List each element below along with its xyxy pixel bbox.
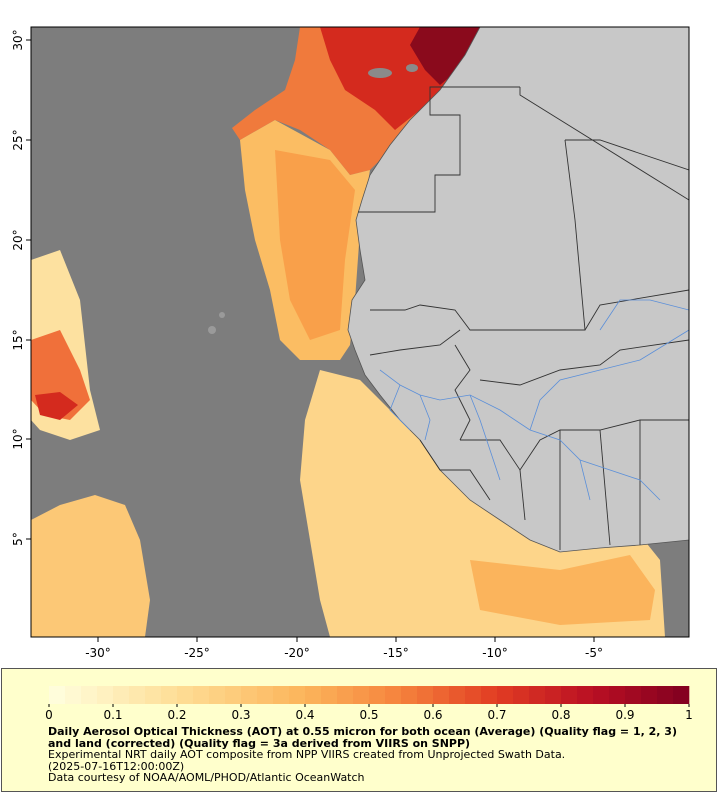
colorbar-cell [177, 686, 194, 704]
rivers [379, 299, 689, 501]
aot-band-south-patch [470, 555, 655, 625]
colorbar-cell [497, 686, 514, 704]
colorbar-tick-label: 0.3 [231, 708, 250, 722]
colorbar-cell [193, 686, 210, 704]
colorbar-cell [145, 686, 162, 704]
lat-tick-label: 5° [11, 532, 25, 546]
legend-timestamp: (2025-07-16T12:00:00Z) [48, 759, 185, 773]
legend-panel: 0 0.1 0.2 0.3 0.4 0.5 0.6 0.7 0.8 0.9 1 … [1, 668, 717, 792]
colorbar-cell [97, 686, 114, 704]
colorbar-cell [225, 686, 242, 704]
colorbar-cell [385, 686, 402, 704]
colorbar-cell [161, 686, 178, 704]
lon-axis: -30° -25° -20° -15° -10° -5° [85, 637, 603, 660]
colorbar-tick-label: 0.1 [103, 708, 122, 722]
legend-caption: Daily Aerosol Optical Thickness (AOT) at… [48, 726, 688, 784]
colorbar-cell [401, 686, 418, 704]
island [406, 64, 418, 72]
country-borders [358, 86, 689, 550]
colorbar-cell [449, 686, 466, 704]
colorbar-cell [657, 686, 674, 704]
colorbar: 0 0.1 0.2 0.3 0.4 0.5 0.6 0.7 0.8 0.9 1 [45, 686, 693, 722]
colorbar-cell [417, 686, 434, 704]
aot-patch-southwest [31, 495, 150, 637]
aot-patch-west-peak [35, 392, 78, 420]
plot-frame [30, 26, 690, 638]
legend-credit: Data courtesy of NOAA/AOML/PHOD/Atlantic… [48, 771, 365, 784]
lon-tick-label: -15° [383, 646, 409, 660]
colorbar-cell [641, 686, 658, 704]
lon-tick-label: -25° [184, 646, 210, 660]
colorbar-cell [673, 686, 690, 704]
lat-tick-label: 25° [11, 129, 25, 150]
island [368, 68, 392, 78]
legend-description: Experimental NRT daily AOT composite fro… [48, 748, 566, 761]
island [208, 326, 216, 334]
colorbar-cell [289, 686, 306, 704]
lat-tick-label: 10° [11, 428, 25, 449]
aot-band-inner [275, 150, 355, 340]
colorbar-cell [321, 686, 338, 704]
lat-tick-label: 30° [11, 29, 25, 50]
africa-land [347, 27, 689, 553]
colorbar-cell [561, 686, 578, 704]
colorbar-tick-label: 0.4 [295, 708, 314, 722]
colorbar-cell [113, 686, 130, 704]
colorbar-tick-label: 0.8 [551, 708, 570, 722]
colorbar-cell [513, 686, 530, 704]
lon-tick-label: -5° [585, 646, 603, 660]
legend-title: Daily Aerosol Optical Thickness (AOT) at… [48, 725, 677, 750]
colorbar-cell [545, 686, 562, 704]
lat-axis: 30° 25° 20° 15° 10° 5° [11, 29, 31, 546]
colorbar-cell [209, 686, 226, 704]
colorbar-tick-label: 0 [45, 708, 53, 722]
colorbar-tick-label: 0.7 [487, 708, 506, 722]
lat-tick-label: 15° [11, 329, 25, 350]
colorbar-cell [337, 686, 354, 704]
colorbar-cell [241, 686, 258, 704]
colorbar-tick-label: 0.6 [423, 708, 442, 722]
colorbar-cell [273, 686, 290, 704]
aot-map: -30° -25° -20° -15° -10° -5° 30° 25° 20°… [11, 26, 690, 660]
colorbar-cell [353, 686, 370, 704]
colorbar-cell [65, 686, 82, 704]
colorbar-cells [48, 686, 690, 707]
colorbar-cell [257, 686, 274, 704]
colorbar-cell [433, 686, 450, 704]
colorbar-cell [609, 686, 626, 704]
colorbar-tick-label: 1 [685, 708, 693, 722]
island [219, 312, 225, 318]
colorbar-cell [625, 686, 642, 704]
colorbar-tick-label: 0.2 [167, 708, 186, 722]
colorbar-cell [49, 686, 66, 704]
colorbar-cell [593, 686, 610, 704]
colorbar-cell [369, 686, 386, 704]
colorbar-cell [465, 686, 482, 704]
colorbar-tick-label: 0.5 [359, 708, 378, 722]
colorbar-cell [577, 686, 594, 704]
lon-tick-label: -30° [85, 646, 111, 660]
colorbar-cell [305, 686, 322, 704]
colorbar-tick-label: 0.9 [615, 708, 634, 722]
lon-tick-label: -20° [284, 646, 310, 660]
colorbar-cell [529, 686, 546, 704]
colorbar-cell [81, 686, 98, 704]
colorbar-labels: 0 0.1 0.2 0.3 0.4 0.5 0.6 0.7 0.8 0.9 1 [45, 708, 693, 722]
lon-tick-label: -10° [482, 646, 508, 660]
colorbar-cell [129, 686, 146, 704]
colorbar-cell [481, 686, 498, 704]
lat-tick-label: 20° [11, 229, 25, 250]
